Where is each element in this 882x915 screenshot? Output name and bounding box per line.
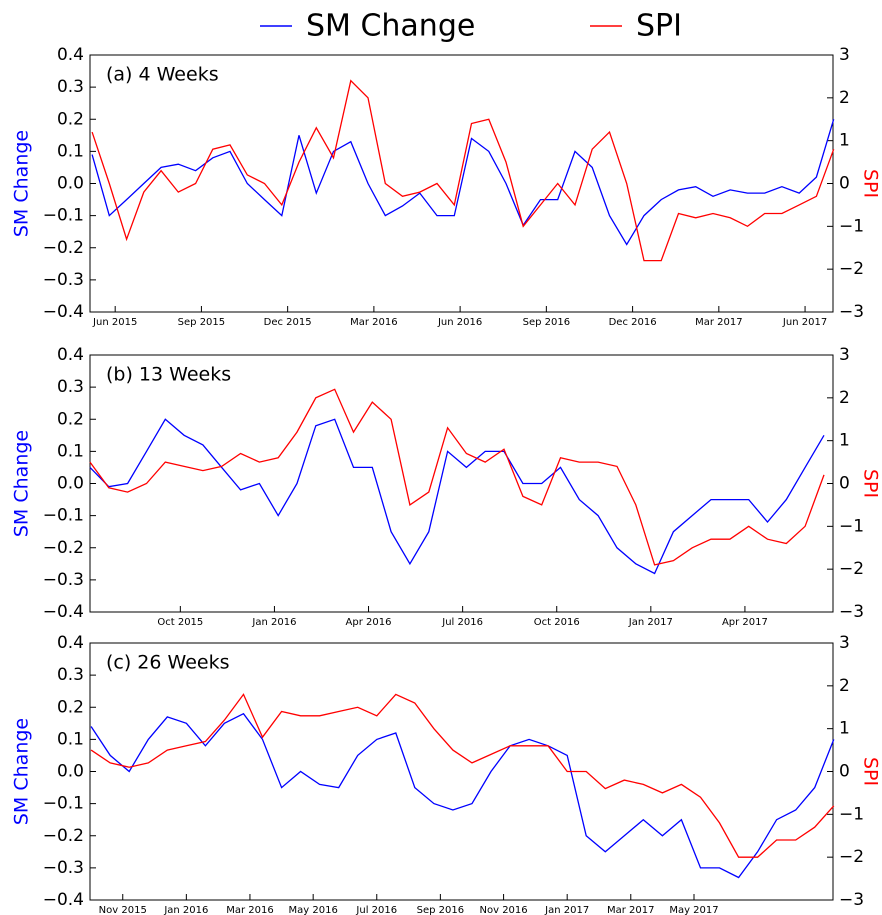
y-tick-label: 0.4 [57, 633, 84, 653]
y2-tick-label: −3 [839, 890, 864, 910]
series-line [91, 119, 835, 246]
x-tick-label: Mar 2016 [350, 317, 398, 328]
y2-tick-label: 2 [839, 676, 850, 696]
series-line [89, 388, 825, 566]
y-tick-label: −0.2 [43, 538, 84, 558]
x-tick-label: Mar 2017 [607, 905, 655, 915]
y-tick-label: 0.0 [57, 762, 84, 782]
y2-tick-label: −3 [839, 302, 864, 322]
y2-axis-label: SPI [860, 169, 882, 198]
y-tick-label: 0.4 [57, 345, 84, 365]
y-tick-label: 0.2 [57, 109, 84, 129]
x-tick-label: Mar 2016 [226, 905, 274, 915]
y2-tick-label: 1 [839, 719, 850, 739]
series-line [90, 693, 835, 858]
x-tick-label: Dec 2016 [609, 317, 657, 328]
y-axis-label: SM Change [11, 130, 33, 237]
panel-title: (b) 13 Weeks [106, 364, 231, 386]
plot-frame [89, 354, 834, 613]
x-tick-label: Jul 2016 [355, 905, 397, 915]
x-tick-label: Jan 2016 [163, 905, 208, 915]
y-tick-label: −0.4 [43, 602, 84, 622]
x-tick-label: Nov 2016 [480, 905, 528, 915]
x-tick-label: Jun 2016 [437, 317, 482, 328]
y2-tick-label: 2 [839, 88, 850, 108]
y2-tick-label: −2 [839, 259, 864, 279]
y2-tick-label: 2 [839, 388, 850, 408]
panel-title: (a) 4 Weeks [106, 64, 219, 86]
plot-frame [89, 642, 834, 901]
y2-tick-label: 1 [839, 131, 850, 151]
x-tick-label: Jan 2017 [628, 617, 673, 628]
y2-tick-label: 3 [839, 45, 850, 65]
y-tick-label: 0.0 [57, 174, 84, 194]
y-tick-label: 0.3 [57, 665, 84, 685]
y-tick-label: 0.1 [57, 441, 84, 461]
y2-tick-label: −1 [839, 516, 864, 536]
y-tick-label: 0.2 [57, 697, 84, 717]
y-tick-label: −0.3 [43, 858, 84, 878]
y-axis-label: SM Change [11, 430, 33, 537]
y2-axis-label: SPI [860, 469, 882, 498]
y-tick-label: 0.0 [57, 474, 84, 494]
x-tick-label: Apr 2017 [722, 617, 768, 628]
legend-label: SPI [636, 9, 682, 44]
x-tick-label: Jan 2016 [251, 617, 296, 628]
y-tick-label: −0.1 [43, 506, 84, 526]
y-tick-label: −0.2 [43, 238, 84, 258]
x-tick-label: Oct 2016 [534, 617, 580, 628]
y-tick-label: −0.1 [43, 794, 84, 814]
legend-label: SM Change [306, 9, 475, 44]
x-tick-label: Jun 2015 [92, 317, 137, 328]
y2-tick-label: 0 [839, 474, 850, 494]
series-line [89, 418, 825, 575]
x-tick-label: May 2017 [669, 905, 718, 915]
x-tick-label: May 2016 [289, 905, 338, 915]
x-tick-label: Mar 2017 [695, 317, 743, 328]
y2-tick-label: 3 [839, 345, 850, 365]
x-tick-label: Sep 2015 [178, 317, 225, 328]
y2-tick-label: 3 [839, 633, 850, 653]
y2-tick-label: −3 [839, 602, 864, 622]
y2-tick-label: 1 [839, 431, 850, 451]
x-tick-label: Oct 2015 [157, 617, 203, 628]
y2-tick-label: −2 [839, 847, 864, 867]
y-tick-label: 0.3 [57, 377, 84, 397]
y2-tick-label: 0 [839, 174, 850, 194]
y2-axis-label: SPI [860, 757, 882, 786]
y-tick-label: 0.1 [57, 141, 84, 161]
y2-tick-label: −2 [839, 559, 864, 579]
y-tick-label: 0.2 [57, 409, 84, 429]
series-line [90, 712, 835, 879]
y-tick-label: 0.1 [57, 729, 84, 749]
series-line [91, 79, 835, 262]
x-tick-label: Sep 2016 [417, 905, 464, 915]
y-tick-label: −0.4 [43, 302, 84, 322]
x-tick-label: Sep 2016 [523, 317, 570, 328]
y-tick-label: −0.1 [43, 206, 84, 226]
y-tick-label: −0.3 [43, 270, 84, 290]
y-tick-label: 0.4 [57, 45, 84, 65]
y2-tick-label: −1 [839, 216, 864, 236]
y2-tick-label: −1 [839, 804, 864, 824]
x-tick-label: Jan 2017 [544, 905, 589, 915]
y2-tick-label: 0 [839, 762, 850, 782]
x-tick-label: Nov 2015 [99, 905, 147, 915]
y-tick-label: −0.2 [43, 826, 84, 846]
x-tick-label: Dec 2015 [264, 317, 312, 328]
y-tick-label: 0.3 [57, 77, 84, 97]
y-axis-label: SM Change [11, 718, 33, 825]
x-tick-label: Jun 2017 [782, 317, 827, 328]
x-tick-label: Jul 2016 [441, 617, 483, 628]
x-tick-label: Apr 2016 [346, 617, 392, 628]
y-tick-label: −0.3 [43, 570, 84, 590]
y-tick-label: −0.4 [43, 890, 84, 910]
panel-title: (c) 26 Weeks [106, 652, 229, 674]
